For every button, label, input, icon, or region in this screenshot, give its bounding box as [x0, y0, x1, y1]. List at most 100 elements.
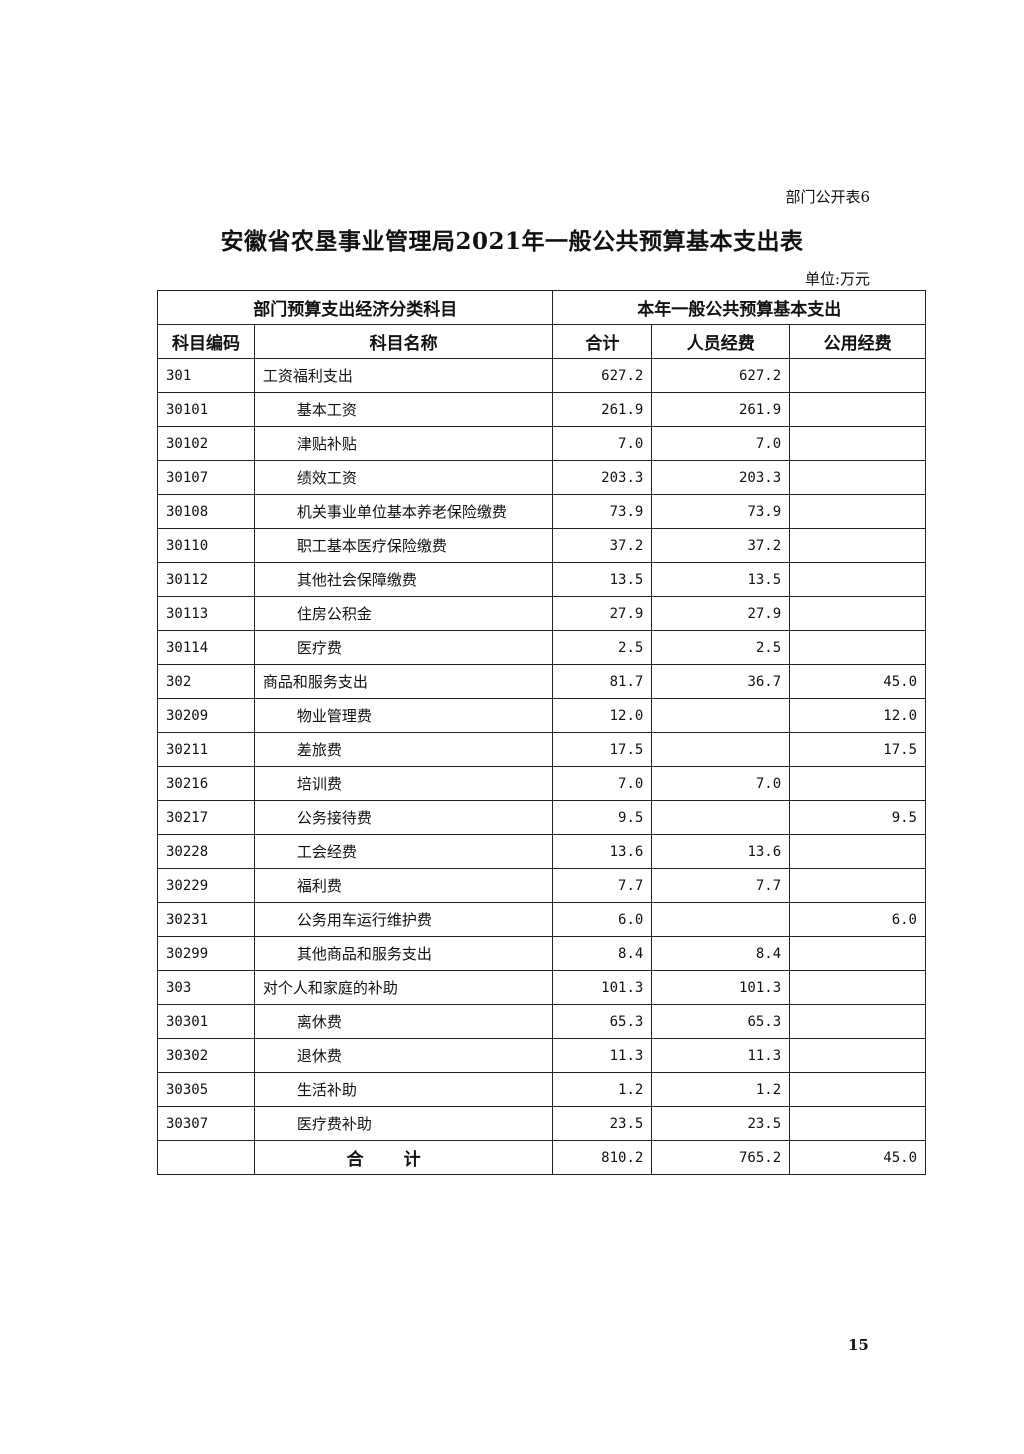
cell-total: 65.3	[552, 1004, 653, 1039]
cell-personnel: 8.4	[651, 936, 791, 971]
cell-code: 301	[157, 358, 255, 393]
column-header-code: 科目编码	[157, 324, 255, 359]
cell-public	[789, 528, 926, 563]
total-row: 合计 810.2 765.2 45.0	[157, 1140, 926, 1175]
table-row: 30307 医疗费补助 23.5 23.5	[157, 1106, 926, 1141]
cell-personnel: 73.9	[651, 494, 791, 529]
cell-name: 职工基本医疗保险缴费	[253, 528, 554, 563]
cell-code: 30217	[157, 800, 255, 835]
cell-personnel: 7.0	[651, 426, 791, 461]
table-row: 30107 绩效工资 203.3 203.3	[157, 460, 926, 495]
cell-code: 30302	[157, 1038, 255, 1073]
cell-total: 7.7	[552, 868, 653, 903]
table-row: 30211 差旅费 17.5 17.5	[157, 732, 926, 767]
table-row: 30228 工会经费 13.6 13.6	[157, 834, 926, 869]
cell-code: 30108	[157, 494, 255, 529]
cell-name: 住房公积金	[253, 596, 554, 631]
total-sum: 810.2	[552, 1140, 653, 1175]
cell-personnel: 203.3	[651, 460, 791, 495]
cell-personnel: 65.3	[651, 1004, 791, 1039]
cell-public	[789, 766, 926, 801]
cell-code: 30301	[157, 1004, 255, 1039]
cell-name: 商品和服务支出	[253, 664, 554, 699]
cell-total: 27.9	[552, 596, 653, 631]
cell-personnel: 13.6	[651, 834, 791, 869]
total-label: 合计	[253, 1140, 554, 1175]
cell-total: 23.5	[552, 1106, 653, 1141]
cell-total: 8.4	[552, 936, 653, 971]
cell-public	[789, 358, 926, 393]
cell-total: 627.2	[552, 358, 653, 393]
cell-code: 30299	[157, 936, 255, 971]
group-header-row: 部门预算支出经济分类科目 本年一般公共预算基本支出	[156, 290, 926, 325]
table-row: 30217 公务接待费 9.5 9.5	[157, 800, 926, 835]
table-row: 30209 物业管理费 12.0 12.0	[157, 698, 926, 733]
cell-name: 基本工资	[253, 392, 554, 427]
cell-total: 7.0	[552, 766, 653, 801]
table-row: 302 商品和服务支出 81.7 36.7 45.0	[157, 664, 926, 699]
table-row: 30231 公务用车运行维护费 6.0 6.0	[157, 902, 926, 937]
cell-name: 医疗费	[253, 630, 554, 665]
cell-code: 30101	[157, 392, 255, 427]
cell-code: 30107	[157, 460, 255, 495]
cell-public: 9.5	[789, 800, 926, 835]
cell-code: 30307	[157, 1106, 255, 1141]
group-header-classification: 部门预算支出经济分类科目	[156, 290, 554, 325]
cell-total: 37.2	[552, 528, 653, 563]
total-public: 45.0	[789, 1140, 926, 1175]
table-row: 301 工资福利支出 627.2 627.2	[157, 358, 926, 393]
cell-public	[789, 936, 926, 971]
cell-total: 261.9	[552, 392, 653, 427]
table-row: 30301 离休费 65.3 65.3	[157, 1004, 926, 1039]
cell-personnel: 261.9	[651, 392, 791, 427]
cell-name: 机关事业单位基本养老保险缴费	[253, 494, 554, 529]
form-number: 部门公开表6	[785, 188, 870, 206]
cell-public	[789, 834, 926, 869]
cell-name: 培训费	[253, 766, 554, 801]
cell-total: 9.5	[552, 800, 653, 835]
cell-personnel	[651, 732, 791, 767]
page-title: 安徽省农垦事业管理局2021年一般公共预算基本支出表	[220, 228, 804, 255]
cell-total: 101.3	[552, 970, 653, 1005]
total-code-cell	[157, 1140, 255, 1175]
cell-public: 6.0	[789, 902, 926, 937]
cell-code: 30229	[157, 868, 255, 903]
cell-public	[789, 630, 926, 665]
cell-public	[789, 392, 926, 427]
cell-public	[789, 460, 926, 495]
cell-total: 17.5	[552, 732, 653, 767]
table-row: 30305 生活补助 1.2 1.2	[157, 1072, 926, 1107]
table-row: 303 对个人和家庭的补助 101.3 101.3	[157, 970, 926, 1005]
cell-code: 30231	[157, 902, 255, 937]
cell-name: 对个人和家庭的补助	[253, 970, 554, 1005]
table-row: 30110 职工基本医疗保险缴费 37.2 37.2	[157, 528, 926, 563]
table-row: 30302 退休费 11.3 11.3	[157, 1038, 926, 1073]
cell-personnel	[651, 800, 791, 835]
column-header-name: 科目名称	[253, 324, 554, 359]
column-header-public: 公用经费	[789, 324, 926, 359]
cell-code: 303	[157, 970, 255, 1005]
cell-code: 30114	[157, 630, 255, 665]
table-row: 30101 基本工资 261.9 261.9	[157, 392, 926, 427]
table-row: 30102 津贴补贴 7.0 7.0	[157, 426, 926, 461]
cell-name: 津贴补贴	[253, 426, 554, 461]
page-number: 15	[848, 1336, 869, 1354]
cell-name: 其他社会保障缴费	[253, 562, 554, 597]
cell-total: 12.0	[552, 698, 653, 733]
cell-public: 45.0	[789, 664, 926, 699]
cell-public: 12.0	[789, 698, 926, 733]
cell-name: 公务用车运行维护费	[253, 902, 554, 937]
cell-code: 30112	[157, 562, 255, 597]
cell-public	[789, 1004, 926, 1039]
column-header-total: 合计	[552, 324, 653, 359]
cell-public	[789, 562, 926, 597]
cell-name: 物业管理费	[253, 698, 554, 733]
cell-name: 工资福利支出	[253, 358, 554, 393]
cell-code: 30211	[157, 732, 255, 767]
cell-name: 生活补助	[253, 1072, 554, 1107]
cell-total: 7.0	[552, 426, 653, 461]
cell-code: 30209	[157, 698, 255, 733]
table-row: 30114 医疗费 2.5 2.5	[157, 630, 926, 665]
cell-public	[789, 1038, 926, 1073]
cell-code: 302	[157, 664, 255, 699]
